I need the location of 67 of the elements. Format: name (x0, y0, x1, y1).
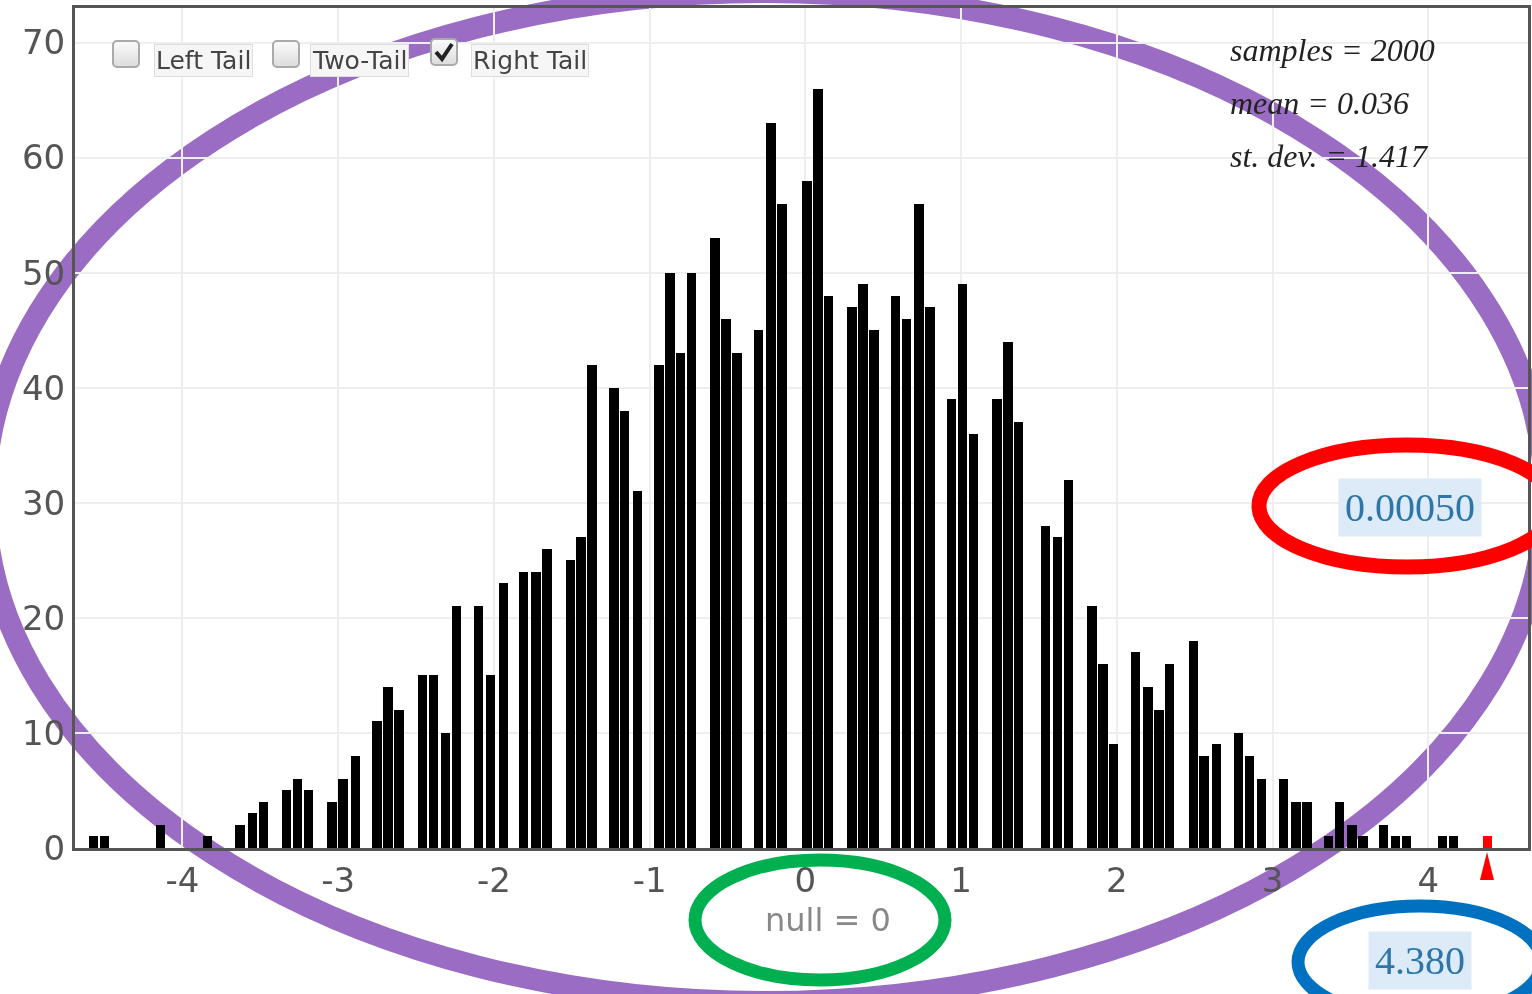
bar (498, 583, 508, 848)
bar (1257, 778, 1267, 848)
bar (1244, 755, 1254, 848)
bar (1053, 537, 1063, 848)
y-tick-label: 70 (21, 22, 66, 63)
bar (1482, 836, 1493, 848)
bar (1233, 732, 1244, 848)
bar (235, 824, 245, 848)
y-tick-label: 10 (21, 712, 66, 753)
bar (518, 571, 529, 848)
x-tick-label: -4 (165, 859, 200, 900)
x-tick-label: -1 (632, 859, 667, 900)
bar (1063, 479, 1074, 848)
bar (451, 606, 462, 848)
x-tick-label: -2 (476, 859, 511, 900)
annotation: 0.00050 (1345, 485, 1475, 530)
bar (258, 801, 269, 848)
bar (155, 824, 166, 848)
bar (350, 755, 360, 848)
bar (947, 399, 957, 848)
text: 4.380 (1375, 938, 1465, 983)
y-tick-label: 40 (21, 367, 66, 408)
annotation: Two-Tail (312, 46, 408, 75)
bar (99, 836, 110, 848)
bar (632, 491, 642, 848)
bar (958, 284, 968, 848)
x-tick-label: 1 (950, 859, 972, 900)
x-tick-label: 4 (1417, 859, 1440, 900)
annotation: Left Tail (156, 46, 252, 75)
bar (1401, 836, 1412, 848)
bar (1211, 744, 1222, 848)
bar (1130, 652, 1141, 848)
x-tick-label: 2 (1106, 859, 1128, 900)
bar (282, 790, 292, 848)
bar (293, 778, 303, 848)
bar (1278, 778, 1289, 848)
bar (440, 732, 451, 848)
bar (247, 813, 258, 848)
bar (1437, 836, 1448, 848)
y-tick-label: 60 (21, 137, 66, 178)
bar (901, 318, 912, 848)
bar (1334, 801, 1345, 848)
bar (89, 836, 99, 848)
bar (891, 295, 901, 848)
bar (202, 836, 213, 848)
bar (303, 790, 314, 848)
x-tick-label: 0 (794, 859, 817, 900)
annotation: Right Tail (473, 46, 588, 75)
bar (1390, 836, 1401, 848)
text: null = 0 (765, 901, 891, 939)
bar (687, 272, 697, 848)
bar (1378, 824, 1388, 848)
bar (473, 606, 484, 848)
y-tick-label: 20 (21, 597, 66, 638)
x-tick-label: -3 (321, 859, 356, 900)
bar (1448, 836, 1458, 848)
bar (968, 433, 979, 848)
bar (1323, 836, 1334, 848)
bar (417, 675, 427, 848)
annotation: samples = 2000 (1230, 32, 1435, 68)
bar (428, 675, 438, 848)
bar (486, 675, 496, 848)
y-tick-label: 0 (43, 827, 66, 868)
y-tick-label: 30 (21, 482, 66, 523)
x-tick-label: 3 (1261, 859, 1284, 900)
bar (1040, 525, 1050, 848)
bar (754, 330, 764, 848)
